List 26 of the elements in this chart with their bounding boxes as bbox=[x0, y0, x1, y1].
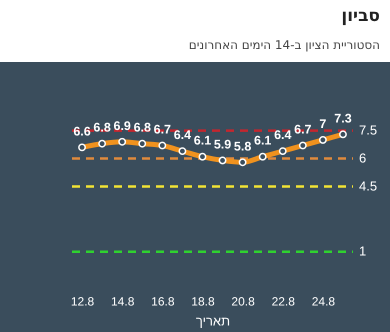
data-label: 5.8 bbox=[234, 139, 252, 154]
x-tick-label: 18.8 bbox=[191, 294, 215, 308]
data-label: 6.7 bbox=[294, 122, 312, 137]
data-label: 6.4 bbox=[174, 128, 192, 142]
data-label: 6.7 bbox=[154, 122, 172, 137]
data-label: 6.1 bbox=[194, 134, 212, 148]
ref-line-label: 7.5 bbox=[359, 122, 378, 138]
x-tick-label: 16.8 bbox=[151, 294, 175, 308]
data-label: 6.1 bbox=[254, 134, 272, 148]
x-axis-title: תאריך bbox=[196, 314, 230, 328]
data-label: 7 bbox=[319, 116, 326, 131]
x-tick-label: 20.8 bbox=[231, 294, 256, 308]
data-label: 7.3 bbox=[334, 111, 352, 126]
data-label: 5.9 bbox=[214, 137, 232, 152]
chart-subtitle: הסטוריית הציון ב-14 הימים האחרונים bbox=[188, 38, 380, 52]
ref-line-label: 4.5 bbox=[359, 178, 378, 194]
x-tick-label: 12.8 bbox=[70, 294, 95, 308]
chart-title: סביון bbox=[341, 6, 380, 26]
data-label: 6.8 bbox=[93, 120, 111, 135]
data-label: 6.4 bbox=[274, 128, 292, 142]
data-label: 6.9 bbox=[113, 118, 131, 133]
x-tick-label: 24.8 bbox=[312, 294, 336, 308]
ref-line-label: 1 bbox=[359, 244, 366, 259]
x-tick-label: 14.8 bbox=[111, 294, 135, 308]
ref-line-label: 6 bbox=[359, 150, 366, 166]
x-tick-label: 22.8 bbox=[272, 294, 296, 308]
